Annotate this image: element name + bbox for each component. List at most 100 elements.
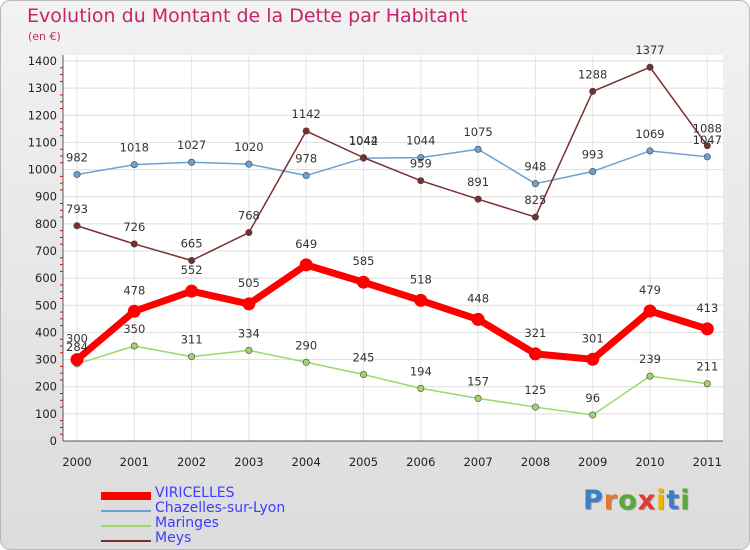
data-label: 301 [582, 331, 604, 345]
data-point [357, 275, 370, 289]
data-label: 552 [181, 263, 203, 277]
data-point [528, 347, 542, 361]
data-label: 1288 [578, 67, 607, 81]
data-label: 959 [410, 157, 432, 171]
series-line-maringes [76, 345, 709, 416]
data-label: 334 [238, 326, 260, 340]
data-point [586, 352, 600, 366]
data-point [471, 312, 485, 326]
data-label: 649 [295, 237, 317, 251]
series-line-chazelles-sur-lyon [76, 148, 709, 185]
y-tick-label: 1100 [28, 135, 57, 149]
data-point [299, 258, 313, 272]
data-point [531, 403, 539, 411]
data-label: 585 [353, 254, 375, 268]
data-label: 1042 [349, 134, 378, 148]
y-tick-label: 200 [35, 380, 57, 394]
data-point [700, 322, 714, 336]
data-point [531, 213, 539, 221]
data-label: 1088 [693, 122, 722, 136]
x-tick-label: 2005 [349, 455, 378, 469]
data-point [531, 180, 539, 188]
data-point [302, 172, 310, 180]
data-label: 993 [582, 147, 604, 161]
y-tick-label: 1300 [28, 81, 57, 95]
legend-label: Maringes [155, 515, 219, 531]
data-point [414, 293, 428, 307]
legend-label: Meys [155, 530, 192, 546]
y-tick-label: 600 [35, 271, 57, 285]
data-label: 948 [524, 160, 546, 174]
data-point [474, 145, 482, 153]
y-tick-label: 900 [35, 190, 57, 204]
data-point [73, 170, 81, 178]
data-label: 479 [639, 283, 661, 297]
data-point [417, 154, 425, 162]
legend-swatch [101, 540, 151, 542]
x-tick-label: 2009 [578, 455, 607, 469]
data-label: 413 [696, 301, 718, 315]
data-point [646, 147, 654, 155]
data-label: 321 [524, 326, 546, 340]
y-tick-label: 300 [35, 353, 57, 367]
data-label: 1377 [635, 43, 664, 57]
legend-label: Chazelles-sur-Lyon [155, 500, 286, 516]
data-point [188, 158, 196, 166]
data-label: 96 [585, 391, 600, 405]
data-label: 982 [66, 150, 88, 164]
data-label: 1044 [349, 134, 378, 148]
data-point [703, 380, 711, 388]
data-point [359, 154, 367, 162]
data-label: 1075 [463, 125, 492, 139]
y-tick-label: 1200 [28, 108, 57, 122]
data-point [245, 229, 253, 237]
series-line-meys [76, 66, 709, 262]
y-tick-label: 0 [50, 434, 57, 448]
logo-letter: i [680, 485, 691, 516]
data-point [417, 177, 425, 185]
data-label: 1142 [292, 107, 321, 121]
data-label: 1018 [120, 141, 149, 155]
data-point [359, 370, 367, 378]
data-label: 1020 [234, 140, 263, 154]
data-label: 194 [410, 364, 432, 378]
logo-letter: i [656, 485, 667, 516]
data-point [130, 161, 138, 169]
data-label: 239 [639, 352, 661, 366]
logo-letter: o [618, 485, 638, 516]
y-tick-label: 1400 [28, 54, 57, 68]
y-tick-label: 1000 [28, 163, 57, 177]
data-point [703, 142, 711, 150]
data-label: 793 [66, 202, 88, 216]
data-point [703, 153, 711, 161]
data-label: 1069 [635, 127, 664, 141]
data-label: 768 [238, 209, 260, 223]
x-tick-label: 2003 [234, 455, 263, 469]
data-label: 1047 [693, 133, 722, 147]
chart-title: Evolution du Montant de la Dette par Hab… [27, 5, 468, 27]
data-point [302, 127, 310, 135]
data-point [242, 297, 256, 311]
data-label: 245 [353, 351, 375, 365]
data-point [646, 63, 654, 71]
data-point [127, 304, 141, 318]
legend-swatch [101, 525, 151, 527]
data-point [70, 353, 84, 367]
x-tick-label: 2004 [292, 455, 321, 469]
data-label: 825 [524, 193, 546, 207]
data-label: 290 [295, 338, 317, 352]
data-label: 726 [123, 220, 145, 234]
y-tick-label: 100 [35, 407, 57, 421]
data-label: 157 [467, 374, 489, 388]
data-label: 311 [181, 333, 203, 347]
data-point [646, 372, 654, 380]
data-label: 891 [467, 175, 489, 189]
x-tick-label: 2011 [693, 455, 722, 469]
x-tick-label: 2010 [635, 455, 664, 469]
legend-swatch [101, 492, 151, 500]
data-point [73, 222, 81, 230]
legend-label: VIRICELLES [155, 485, 235, 501]
y-tick-label: 700 [35, 244, 57, 258]
x-tick-label: 2000 [62, 455, 91, 469]
